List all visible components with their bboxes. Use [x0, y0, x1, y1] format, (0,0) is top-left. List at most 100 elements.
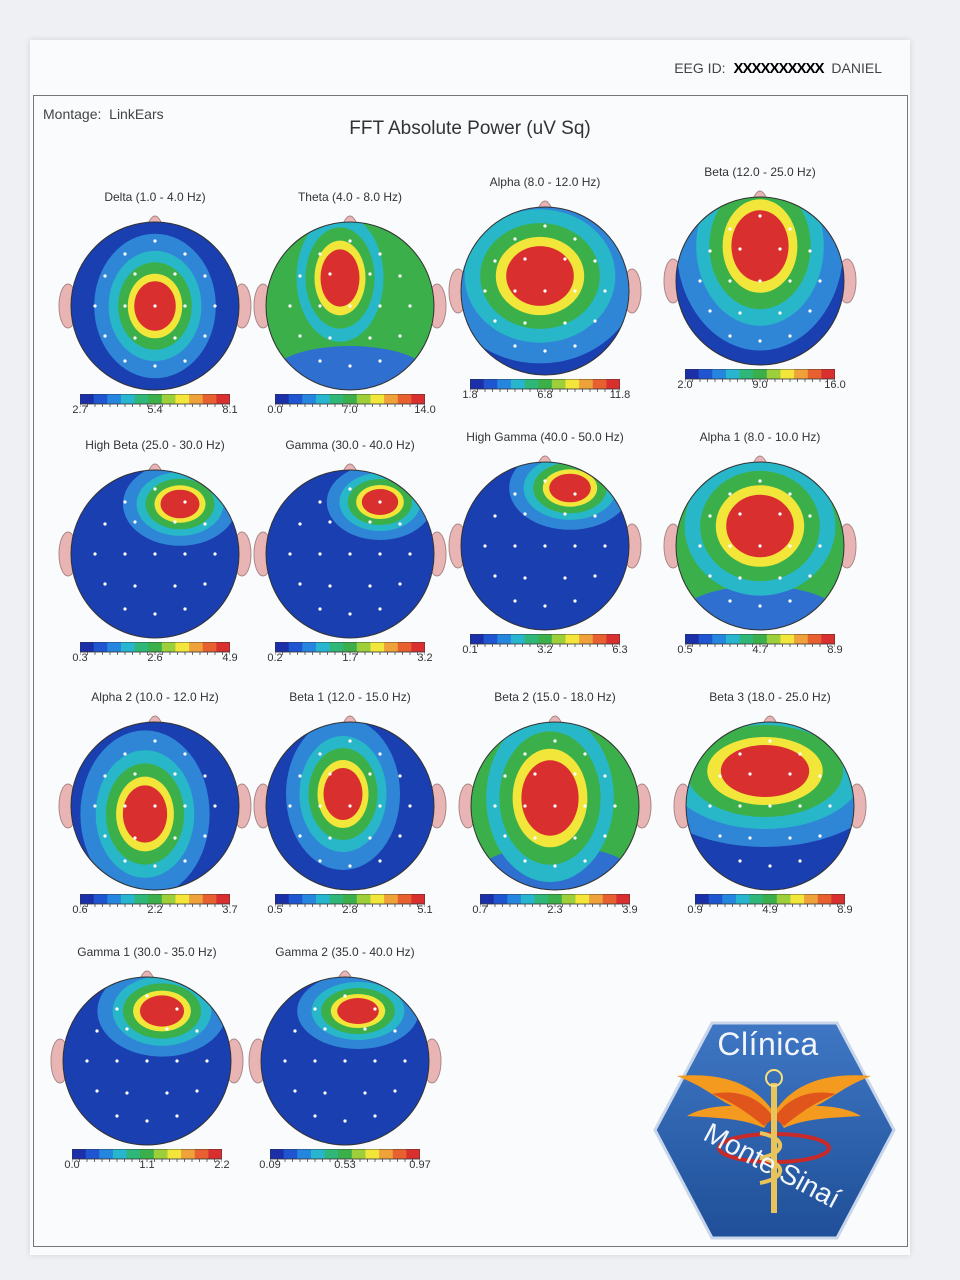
electrode-dot — [183, 304, 187, 308]
electrode-dot — [153, 304, 157, 308]
electrode-dot — [798, 752, 802, 756]
electrode-dot — [103, 774, 107, 778]
electrode-dot — [123, 500, 127, 504]
scale-tick: 3.2 — [537, 644, 553, 656]
electrode-dot — [348, 612, 352, 616]
electrode-dot — [318, 752, 322, 756]
electrode-dot — [123, 804, 127, 808]
electrode-dot — [203, 582, 207, 586]
electrode-dot — [363, 1091, 367, 1095]
electrode-dot — [288, 304, 292, 308]
electrode-dot — [85, 1059, 89, 1063]
electrode-dot — [173, 336, 177, 340]
electrode-dot — [205, 1059, 209, 1063]
electrode-dot — [123, 752, 127, 756]
scale-tick: 0.5 — [267, 904, 283, 916]
electrode-dot — [348, 804, 352, 808]
electrode-dot — [573, 237, 577, 241]
electrode-dot — [123, 304, 127, 308]
electrode-dot — [378, 359, 382, 363]
electrode-dot — [103, 334, 107, 338]
electrode-dot — [758, 279, 762, 283]
electrode-dot — [758, 479, 762, 483]
electrode-dot — [483, 289, 487, 293]
electrode-dot — [195, 1089, 199, 1093]
electrode-dot — [698, 544, 702, 548]
head-map — [50, 970, 244, 1146]
color-scale-bar — [80, 642, 230, 664]
scale-tick: 6.3 — [612, 644, 628, 656]
electrode-dot — [175, 1114, 179, 1118]
electrode-dot — [718, 834, 722, 838]
electrode-dot — [298, 274, 302, 278]
electrode-dot — [603, 834, 607, 838]
electrode-dot — [593, 319, 597, 323]
electrode-dot — [708, 514, 712, 518]
electrode-dot — [768, 804, 772, 808]
electrode-dot — [393, 1089, 397, 1093]
scale-tick: 5.4 — [147, 404, 163, 416]
topomap-title: Delta (1.0 - 4.0 Hz) — [104, 190, 206, 204]
electrode-dot — [493, 259, 497, 263]
electrode-dot — [573, 544, 577, 548]
electrode-dot — [758, 604, 762, 608]
scale-tick: 0.97 — [409, 1159, 431, 1171]
color-scale-bar — [270, 1149, 420, 1171]
electrode-dot — [408, 304, 412, 308]
electrode-dot — [318, 252, 322, 256]
electrode-dot — [328, 836, 332, 840]
electrode-dot — [133, 272, 137, 276]
electrode-dot — [788, 599, 792, 603]
electrode-dot — [698, 279, 702, 283]
scale-tick: 1.8 — [462, 389, 478, 401]
head-map — [58, 463, 252, 639]
topomap-title: High Gamma (40.0 - 50.0 Hz) — [466, 430, 624, 444]
electrode-dot — [348, 487, 352, 491]
electrode-dot — [523, 752, 527, 756]
topomap-title: Gamma (30.0 - 40.0 Hz) — [285, 438, 415, 452]
color-scale-bar — [72, 1149, 222, 1171]
electrode-dot — [183, 859, 187, 863]
eeg-id-redacted: XXXXXXXXXX — [733, 60, 824, 77]
electrode-dot — [173, 836, 177, 840]
electrode-dot — [788, 227, 792, 231]
electrode-dot — [133, 336, 137, 340]
color-scale-bar — [695, 894, 845, 916]
electrode-dot — [378, 500, 382, 504]
scale-tick: 4.9 — [222, 652, 238, 664]
electrode-dot — [183, 804, 187, 808]
montage-label: Montage: — [43, 106, 102, 122]
head-map — [448, 455, 642, 631]
head-map — [58, 215, 252, 391]
electrode-dot — [563, 257, 567, 261]
electrode-dot — [298, 834, 302, 838]
electrode-dot — [165, 1027, 169, 1031]
scale-tick: 2.2 — [147, 904, 163, 916]
color-scale-bar — [275, 394, 425, 416]
topomap-title: Alpha 1 (8.0 - 10.0 Hz) — [699, 430, 821, 444]
color-scale-bar — [470, 379, 620, 401]
electrode-dot — [708, 249, 712, 253]
electrode-dot — [115, 1114, 119, 1118]
scale-tick: 2.7 — [72, 404, 88, 416]
electrode-dot — [553, 864, 557, 868]
electrode-dot — [323, 1027, 327, 1031]
scale-tick: 0.6 — [72, 904, 88, 916]
electrode-dot — [543, 224, 547, 228]
electrode-dot — [393, 1029, 397, 1033]
electrode-dot — [573, 599, 577, 603]
scale-tick: 3.2 — [417, 652, 433, 664]
electrode-dot — [778, 247, 782, 251]
electrode-dot — [493, 514, 497, 518]
electrode-dot — [513, 289, 517, 293]
head-map — [253, 715, 447, 891]
electrode-dot — [543, 349, 547, 353]
electrode-dot — [818, 834, 822, 838]
scale-tick: 9.0 — [752, 379, 768, 391]
electrode-dot — [133, 584, 137, 588]
electrode-dot — [718, 774, 722, 778]
electrode-dot — [543, 289, 547, 293]
color-scale-bar — [470, 634, 620, 656]
electrode-dot — [503, 774, 507, 778]
electrode-dot — [93, 304, 97, 308]
